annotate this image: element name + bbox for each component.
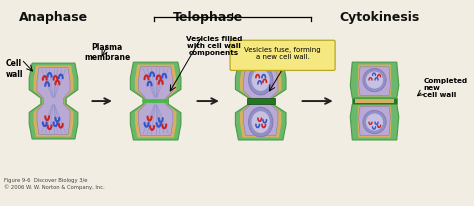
Ellipse shape (252, 111, 270, 133)
Circle shape (157, 100, 160, 102)
Polygon shape (37, 68, 70, 135)
Text: Vesicles filled
with cell wall
components: Vesicles filled with cell wall component… (186, 36, 242, 56)
Polygon shape (138, 67, 173, 135)
Ellipse shape (366, 114, 383, 131)
Ellipse shape (248, 65, 273, 95)
Polygon shape (29, 63, 78, 139)
Polygon shape (135, 64, 176, 138)
Text: Cytokinesis: Cytokinesis (339, 11, 419, 24)
Polygon shape (350, 62, 399, 98)
Polygon shape (244, 67, 278, 135)
Circle shape (165, 100, 168, 102)
Bar (247, 98, 274, 104)
FancyBboxPatch shape (230, 40, 335, 70)
Polygon shape (34, 65, 73, 137)
Text: Vesicles fuse, forming
a new cell wall.: Vesicles fuse, forming a new cell wall. (244, 47, 321, 60)
Polygon shape (236, 62, 286, 140)
Text: Cell
wall: Cell wall (6, 59, 23, 79)
Bar (352, 98, 397, 104)
Polygon shape (350, 104, 399, 140)
Text: Plasma
membrane: Plasma membrane (84, 43, 130, 62)
Polygon shape (357, 64, 392, 96)
Circle shape (160, 100, 163, 102)
Ellipse shape (366, 71, 383, 89)
Ellipse shape (252, 69, 270, 91)
Circle shape (154, 100, 157, 102)
Polygon shape (359, 107, 391, 135)
Circle shape (149, 100, 152, 102)
Polygon shape (240, 64, 282, 138)
Ellipse shape (363, 110, 386, 134)
Bar (356, 99, 394, 103)
Circle shape (152, 100, 154, 102)
Circle shape (146, 100, 149, 102)
Polygon shape (130, 62, 181, 140)
Text: Telophase: Telophase (173, 11, 243, 24)
Text: Figure 9-6  Discover Biology 3/e
© 2006 W. W. Norton & Company, Inc.: Figure 9-6 Discover Biology 3/e © 2006 W… (4, 178, 105, 190)
Polygon shape (357, 106, 392, 138)
Ellipse shape (248, 107, 273, 137)
Circle shape (143, 100, 146, 102)
Ellipse shape (363, 68, 386, 92)
Text: Anaphase: Anaphase (19, 11, 88, 24)
Text: Completed
new
cell wall: Completed new cell wall (423, 78, 467, 98)
Circle shape (163, 100, 165, 102)
Polygon shape (359, 67, 391, 96)
